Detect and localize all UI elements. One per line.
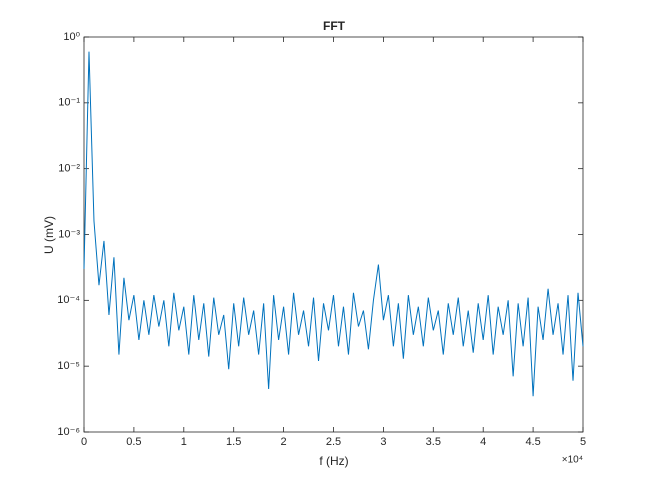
y-tick-label: 10⁻⁵ — [57, 360, 80, 372]
x-axis-label: f (Hz) — [319, 454, 348, 468]
y-tick-label: 10⁰ — [63, 31, 80, 43]
x-tick-label: 2.5 — [326, 436, 341, 448]
y-tick-label: 10⁻⁶ — [57, 426, 80, 438]
y-tick-label: 10⁻² — [58, 163, 80, 175]
x-tick-label: 4.5 — [525, 436, 540, 448]
chart-title: FFT — [323, 19, 346, 33]
y-tick-label: 10⁻³ — [58, 228, 80, 240]
x-tick-label: 1 — [181, 436, 187, 448]
y-axis-label: U (mV) — [42, 216, 56, 254]
x-tick-label: 3 — [380, 436, 386, 448]
x-tick-label: 3.5 — [426, 436, 441, 448]
x-tick-label: 1.5 — [226, 436, 241, 448]
x-tick-label: 0 — [81, 436, 87, 448]
y-tick-label: 10⁻⁴ — [57, 294, 80, 306]
x-exponent-label: ×10⁴ — [562, 455, 583, 466]
x-tick-label: 0.5 — [126, 436, 141, 448]
x-tick-label: 4 — [480, 436, 486, 448]
x-tick-label: 2 — [281, 436, 287, 448]
x-tick-label: 5 — [580, 436, 586, 448]
y-tick-label: 10⁻¹ — [58, 97, 80, 109]
data-line — [83, 51, 584, 397]
